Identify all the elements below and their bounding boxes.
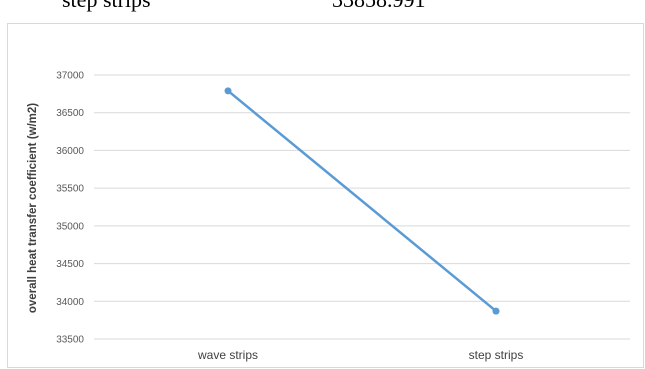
- gridlines: [94, 74, 630, 340]
- y-tick-label: 36500: [56, 108, 84, 119]
- y-axis-ticks: 33500 34000 34500 35000 35500 36000 36500 37000: [56, 71, 84, 346]
- y-tick-label: 35500: [56, 184, 84, 195]
- y-tick-label: 34500: [56, 259, 84, 270]
- cropped-text-right: 33858.991: [332, 0, 426, 13]
- x-axis-ticks: wave strips step strips: [197, 348, 523, 362]
- y-tick-label: 37000: [56, 71, 84, 82]
- cropped-text-left: step strips: [62, 0, 151, 13]
- x-tick-label: step strips: [469, 348, 524, 362]
- series-line: [226, 89, 498, 313]
- y-axis-title: overall heat transfer coefficient (w/m2): [27, 103, 39, 313]
- y-tick-label: 34000: [56, 297, 84, 308]
- series-layer: [224, 87, 500, 315]
- cropped-text-row: step strips 33858.991: [0, 0, 645, 14]
- x-tick-label: wave strips: [197, 348, 258, 362]
- data-point: [224, 87, 232, 95]
- y-tick-label: 33500: [56, 335, 84, 346]
- y-tick-label: 36000: [56, 146, 84, 157]
- chart-frame: [7, 23, 644, 368]
- y-tick-label: 35000: [56, 221, 84, 232]
- data-point: [492, 307, 500, 315]
